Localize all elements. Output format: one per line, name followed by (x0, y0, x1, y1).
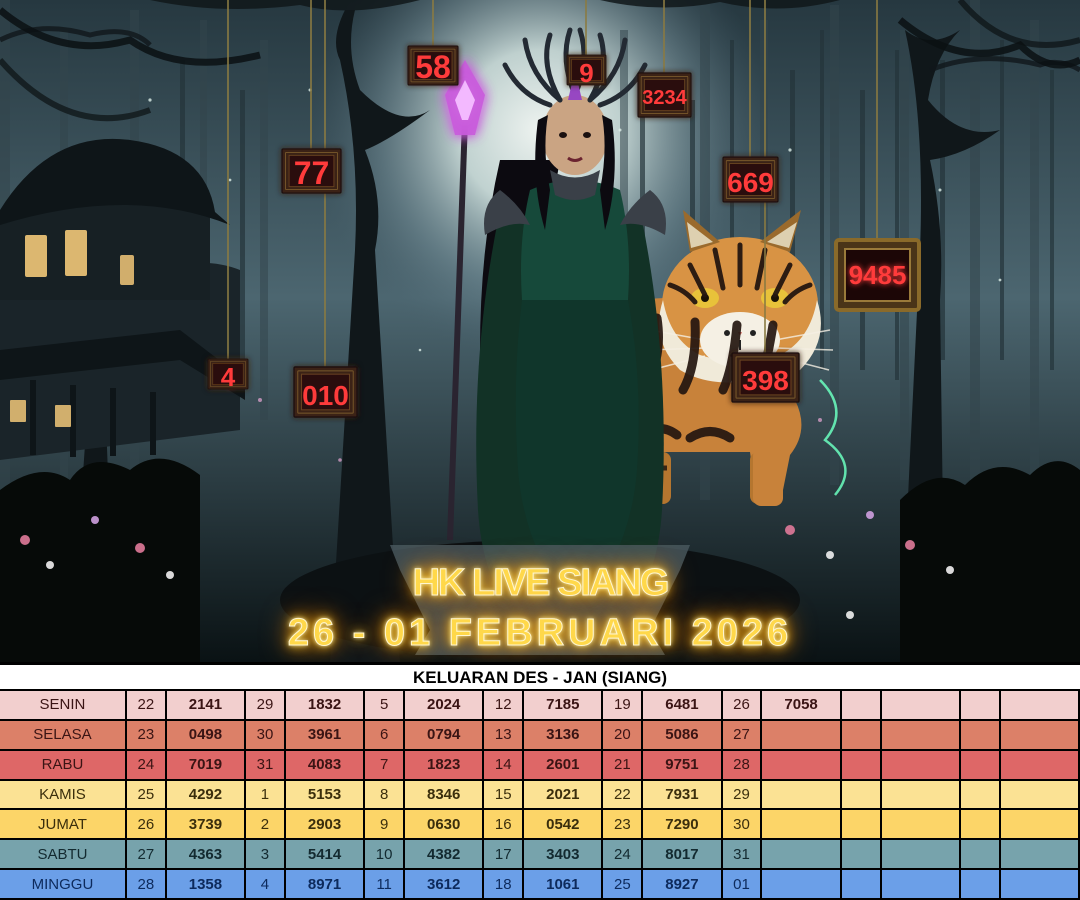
svg-text:669: 669 (727, 167, 774, 198)
svg-text:3234: 3234 (642, 87, 687, 109)
svg-text:9485: 9485 (849, 260, 907, 290)
svg-text:010: 010 (302, 380, 349, 411)
svg-text:398: 398 (742, 365, 789, 396)
svg-text:9: 9 (579, 58, 593, 88)
svg-text:58: 58 (415, 49, 451, 85)
svg-text:4: 4 (221, 362, 236, 392)
svg-text:77: 77 (294, 155, 330, 191)
